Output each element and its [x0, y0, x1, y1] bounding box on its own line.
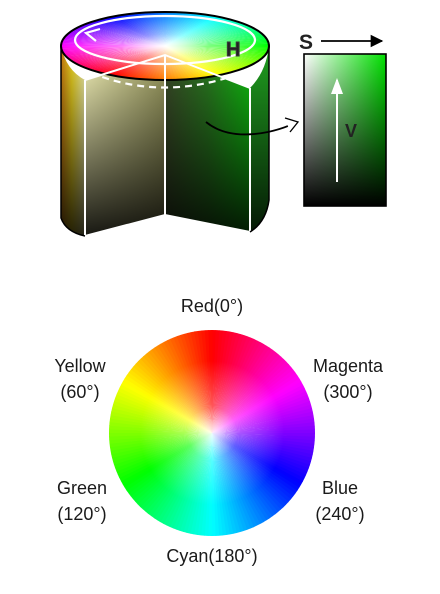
saturation-axis-label: S: [299, 31, 313, 54]
hue-label-red: Red(0°): [181, 296, 243, 316]
saturation-value-slice: S V: [299, 31, 387, 207]
hue-label-blue-name: Blue: [322, 478, 358, 498]
hue-label-green-name: Green: [57, 478, 107, 498]
hue-ring: [73, 14, 257, 66]
hue-ring-arrow-icon: [83, 27, 101, 42]
cylinder-to-slice-arrowhead-icon: [284, 117, 300, 133]
hue-label-yellow-angle: (60°): [60, 382, 99, 402]
hue-ring-dashed-back: [79, 64, 259, 89]
hue-label-green-angle: (120°): [57, 504, 106, 524]
hue-label-magenta-angle: (300°): [323, 382, 372, 402]
hue-label-yellow-name: Yellow: [54, 356, 106, 376]
hue-label-blue-angle: (240°): [315, 504, 364, 524]
value-axis-label: V: [345, 121, 357, 141]
hue-label-cyan: Cyan(180°): [166, 546, 257, 566]
hue-label-magenta-name: Magenta: [313, 356, 384, 376]
hue-wheel: Red(0°) Yellow (60°) Magenta (300°) Gree…: [54, 296, 384, 566]
hue-axis-label: H: [226, 39, 240, 61]
hsv-cylinder: H: [60, 11, 300, 237]
